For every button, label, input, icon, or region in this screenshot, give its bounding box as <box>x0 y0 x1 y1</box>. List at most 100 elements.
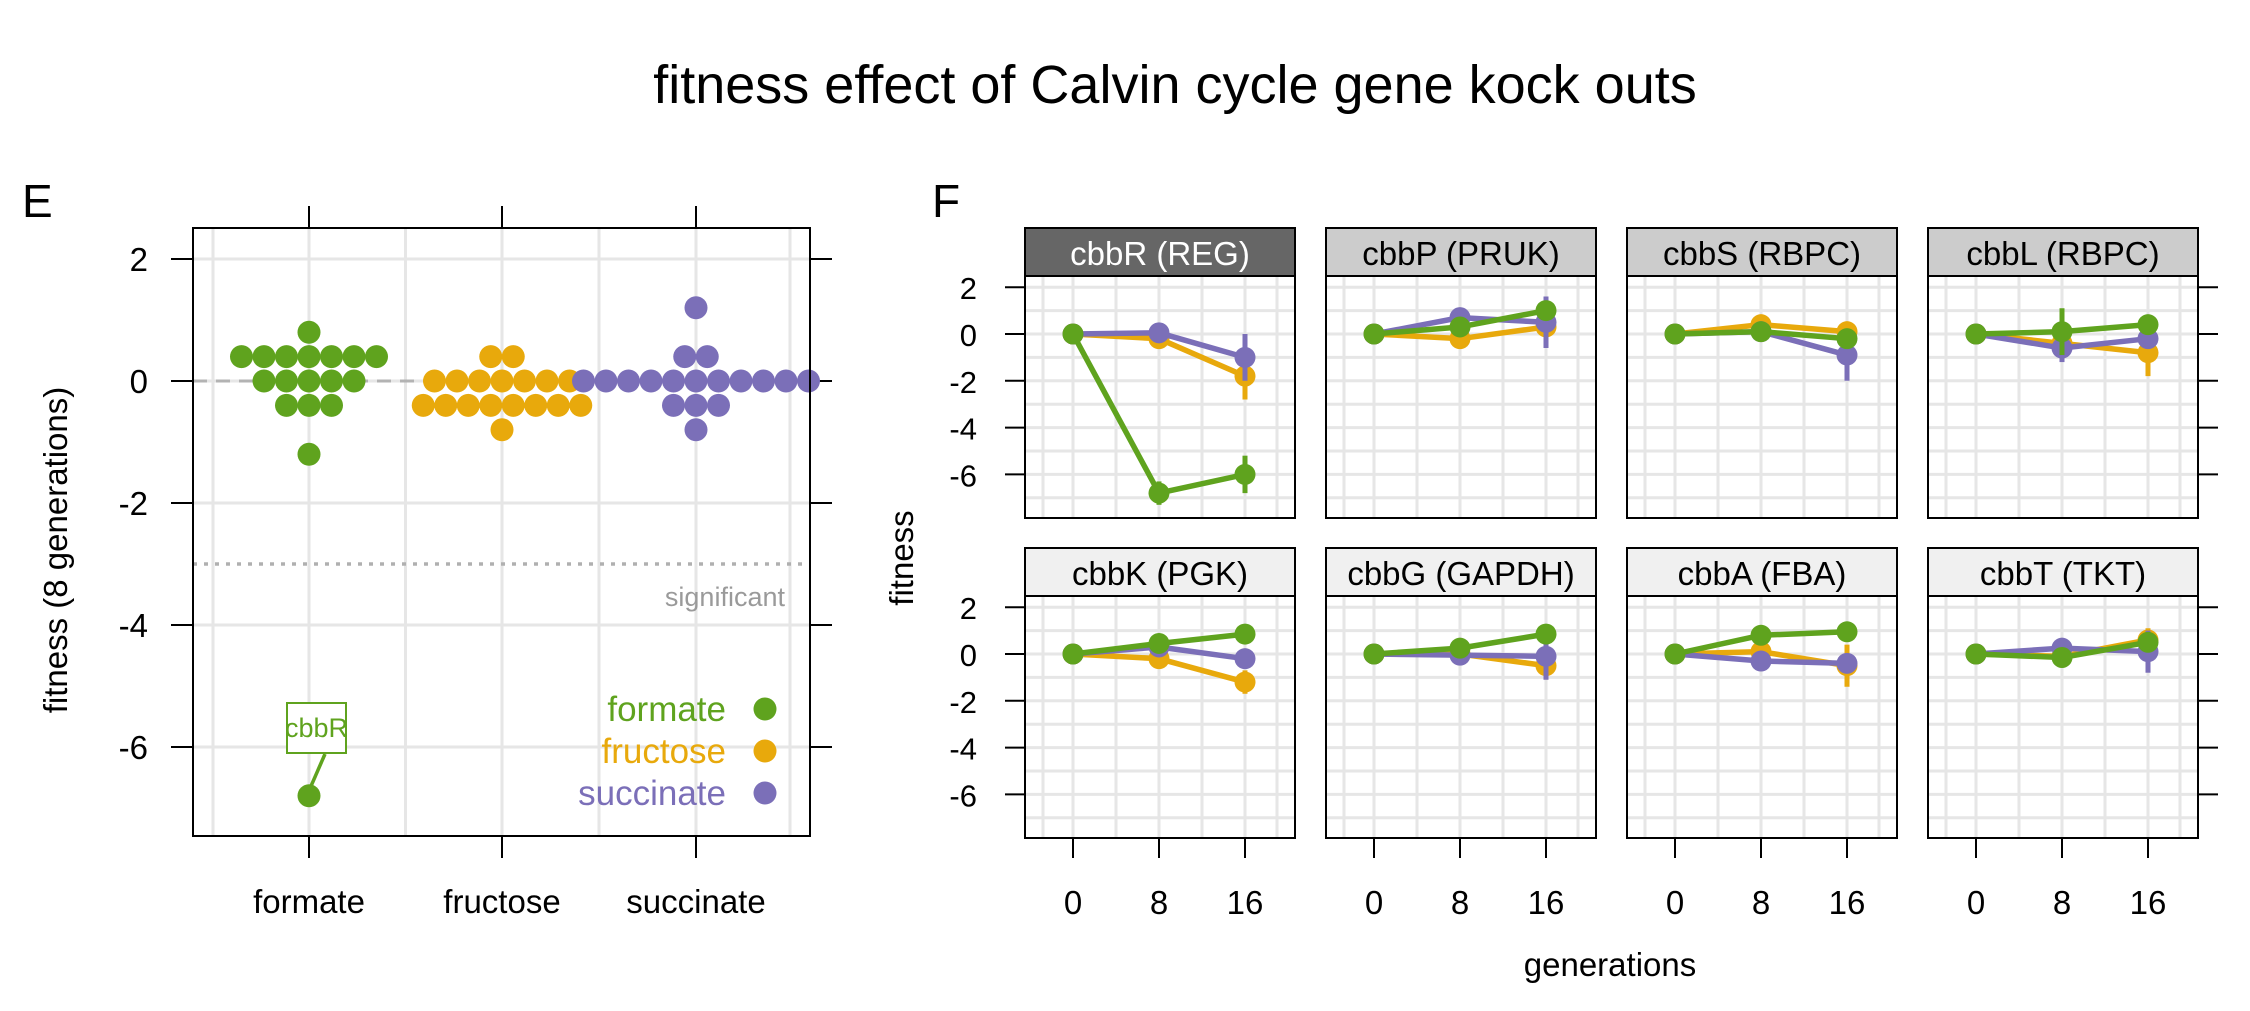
facet-cbbL: cbbL (RBPC) <box>1927 227 2218 519</box>
point-succinate <box>639 369 663 393</box>
point-fructose <box>569 393 593 417</box>
point-formate <box>275 345 298 369</box>
facet-strip <box>1927 227 2199 277</box>
facet-strip-label: cbbR (REG) <box>1070 235 1250 272</box>
point-formate <box>275 393 298 417</box>
legend-dot-formate <box>753 697 777 721</box>
y-tick-label: -2 <box>119 485 148 522</box>
point-fructose <box>445 369 469 393</box>
series-point-formate <box>1664 323 1686 345</box>
point-formate <box>297 345 321 369</box>
point-fructose <box>468 369 491 393</box>
cbbR-annotation: cbbR <box>285 702 348 794</box>
x-tick-label: 8 <box>2053 884 2071 921</box>
y-tick-label: -6 <box>949 458 977 493</box>
point-fructose <box>434 393 458 417</box>
point-succinate <box>684 296 708 320</box>
point-fructose <box>546 393 570 417</box>
facet-strip-label: cbbG (GAPDH) <box>1347 555 1574 592</box>
panel-e-y-axis-label: fitness (8 generations) <box>37 387 74 714</box>
series-point-formate <box>1363 643 1385 665</box>
legend-label-fructose: fructose <box>602 732 727 771</box>
series-point-formate <box>1363 323 1385 345</box>
y-tick-label: 0 <box>960 318 977 353</box>
series-point-formate <box>1062 643 1084 665</box>
series-point-formate <box>2051 647 2073 669</box>
y-tick-label: 2 <box>960 271 977 306</box>
facet-strip-label: cbbT (TKT) <box>1980 555 2146 592</box>
series-point-formate <box>2137 631 2159 653</box>
point-formate <box>297 393 321 417</box>
facet-cbbK: cbbK (PGK) 2 0 -2 -4 -6 0 8 16 <box>949 547 1296 921</box>
series-point-formate <box>1449 637 1471 659</box>
point-formate <box>342 345 366 369</box>
x-tick-label: 16 <box>1528 884 1565 921</box>
series-point-formate <box>1750 321 1772 343</box>
y-tick-label: -6 <box>949 778 977 813</box>
facet-frame <box>1927 275 2199 519</box>
x-tick-label: 0 <box>1666 884 1684 921</box>
y-tick-label: -2 <box>949 685 977 720</box>
series-point-formate <box>1965 643 1987 665</box>
series-point-formate <box>1535 300 1557 322</box>
y-tick-label: 2 <box>960 591 977 626</box>
series-point-succinate <box>1234 346 1256 368</box>
facet-strip-label: cbbK (PGK) <box>1072 555 1248 592</box>
point-formate <box>320 345 343 369</box>
series-point-formate <box>2051 321 2073 343</box>
point-succinate <box>617 369 640 393</box>
series-point-formate <box>1234 623 1256 645</box>
series-point-formate <box>1750 624 1772 646</box>
x-tick-label: 0 <box>1967 884 1985 921</box>
series-point-succinate <box>1836 344 1858 366</box>
panel-f-facets: cbbR (REG) 2 0 -2 -4 -6 cbbP (PRUK) cbbS (RBPC)… <box>949 227 2218 921</box>
series-point-formate <box>1234 463 1256 485</box>
point-formate <box>342 369 366 393</box>
point-succinate <box>729 369 753 393</box>
point-succinate <box>684 393 708 417</box>
x-tick-label: 16 <box>1829 884 1866 921</box>
point-succinate <box>774 369 798 393</box>
point-succinate <box>662 393 685 417</box>
point-succinate <box>707 369 730 393</box>
x-tick-label: 16 <box>1227 884 1264 921</box>
point-succinate <box>594 369 618 393</box>
facet-cbbG: cbbG (GAPDH) 0 8 16 <box>1325 547 1597 921</box>
series-point-formate <box>1062 323 1084 345</box>
facet-frame <box>1325 275 1597 519</box>
x-tick-label: 0 <box>1064 884 1082 921</box>
legend-dot-fructose <box>753 739 777 763</box>
series-point-formate <box>1965 323 1987 345</box>
facet-strip <box>1325 547 1597 597</box>
x-tick-label: 0 <box>1365 884 1383 921</box>
x-tick-label: 8 <box>1451 884 1469 921</box>
panel-e-frame <box>192 227 811 837</box>
series-point-fructose <box>1234 671 1256 693</box>
point-succinate <box>752 369 775 393</box>
facet-strip-label: cbbS (RBPC) <box>1663 235 1861 272</box>
y-tick-label: 0 <box>130 363 148 400</box>
facet-cbbT: cbbT (TKT) 0 8 16 <box>1927 547 2218 921</box>
panel-e-letter: E <box>22 175 53 227</box>
point-formate <box>297 784 321 808</box>
y-tick-label: -2 <box>949 365 977 400</box>
facet-strip <box>1024 547 1296 597</box>
y-tick-label: -6 <box>119 729 148 766</box>
figure-title: fitness effect of Calvin cycle gene kock… <box>653 55 1697 115</box>
point-formate <box>320 393 343 417</box>
panel-f-x-axis-label: generations <box>1524 946 1696 983</box>
panel-e-dots <box>230 296 820 808</box>
point-formate <box>365 345 388 369</box>
x-tick-label-formate: formate <box>253 883 365 920</box>
point-succinate <box>707 393 730 417</box>
point-fructose <box>501 393 525 417</box>
point-succinate <box>684 418 708 442</box>
cbbR-annotation-label: cbbR <box>285 713 348 743</box>
point-fructose <box>513 369 536 393</box>
facet-strip-label: cbbA (FBA) <box>1678 555 1847 592</box>
facet-strip-label: cbbP (PRUK) <box>1362 235 1559 272</box>
x-tick-label-fructose: fructose <box>443 883 560 920</box>
series-point-succinate <box>1750 650 1772 672</box>
point-succinate <box>662 369 685 393</box>
